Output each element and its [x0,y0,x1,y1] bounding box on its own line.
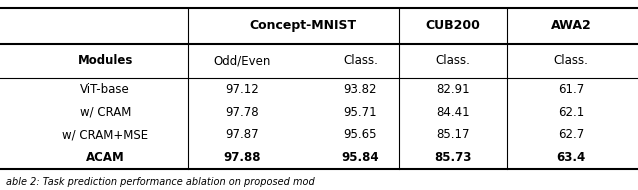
Text: 97.78: 97.78 [226,106,259,119]
Text: Class.: Class. [554,54,588,67]
Text: 97.87: 97.87 [226,128,259,141]
Text: AWA2: AWA2 [551,19,591,32]
Text: 84.41: 84.41 [436,106,470,119]
Text: Odd/Even: Odd/Even [214,54,271,67]
Text: 63.4: 63.4 [556,151,586,164]
Text: CUB200: CUB200 [426,19,480,32]
Text: Concept-MNIST: Concept-MNIST [249,19,357,32]
Text: Modules: Modules [78,54,133,67]
Text: 97.88: 97.88 [224,151,261,164]
Text: 62.1: 62.1 [558,106,584,119]
Text: Class.: Class. [343,54,378,67]
Text: 93.82: 93.82 [344,83,377,96]
Text: 95.84: 95.84 [342,151,379,164]
Text: 95.65: 95.65 [344,128,377,141]
Text: 82.91: 82.91 [436,83,470,96]
Text: 62.7: 62.7 [558,128,584,141]
Text: able 2: Task prediction performance ablation on proposed mod: able 2: Task prediction performance abla… [6,177,315,187]
Text: 95.71: 95.71 [344,106,377,119]
Text: Class.: Class. [436,54,470,67]
Text: w/ CRAM: w/ CRAM [80,106,131,119]
Text: w/ CRAM+MSE: w/ CRAM+MSE [63,128,148,141]
Text: 97.12: 97.12 [226,83,259,96]
Text: 61.7: 61.7 [558,83,584,96]
Text: 85.17: 85.17 [436,128,470,141]
Text: ACAM: ACAM [86,151,124,164]
Text: ViT-base: ViT-base [80,83,130,96]
Text: 85.73: 85.73 [434,151,471,164]
